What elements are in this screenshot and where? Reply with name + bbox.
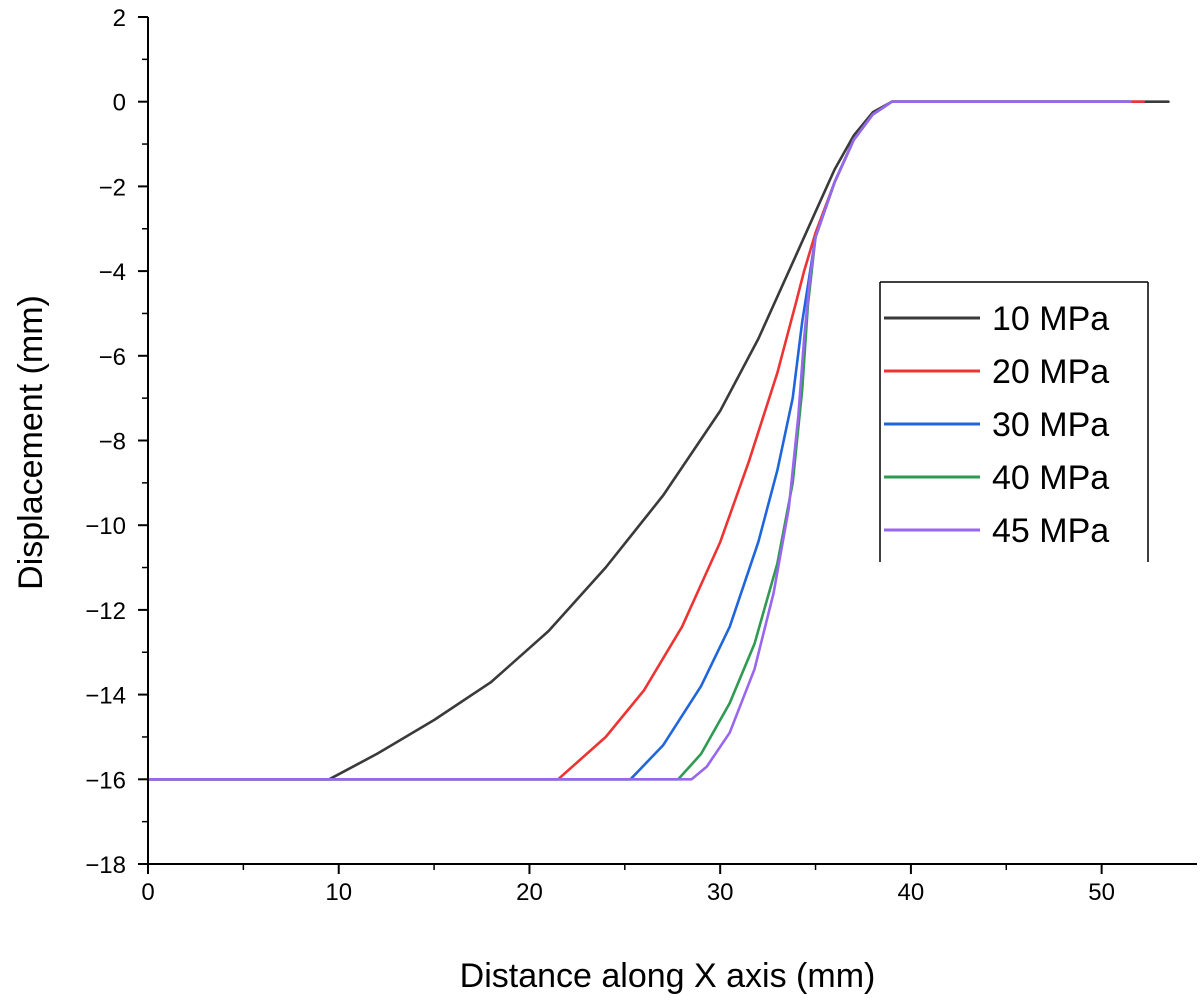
y-tick-label: −14 [85,683,126,710]
y-tick-label: −4 [99,259,126,286]
x-tick-label: 40 [898,879,925,906]
y-tick-label: −18 [85,852,126,879]
y-tick-label: 2 [113,5,126,32]
y-tick-label: 0 [113,90,126,117]
y-axis-title: Displacement (mm) [12,295,50,590]
y-tick-label: −2 [99,174,126,201]
y-tick-label: −8 [99,429,126,456]
legend: 10 MPa 20 MPa 30 MPa 40 MPa 45 MPa [879,281,1149,562]
legend-label-5: 45 MPa [992,512,1109,550]
x-tick-label: 30 [707,879,734,906]
x-tick-label: 20 [516,879,543,906]
series-layer [146,100,1170,781]
x-tick-label: 50 [1088,879,1115,906]
legend-label-3: 30 MPa [992,406,1109,444]
legend-label-1: 10 MPa [992,300,1109,338]
y-tick-label: −6 [99,344,126,371]
y-tick-label: −12 [85,598,126,625]
x-tick-label: 0 [141,879,154,906]
series-line-5 [146,100,1132,781]
y-tick-label: −16 [85,767,126,794]
y-tick-label: −10 [85,513,126,540]
legend-label-2: 20 MPa [992,353,1109,391]
x-tick-label: 10 [325,879,352,906]
x-axis-title: Distance along X axis (mm) [460,957,876,995]
legend-label-4: 40 MPa [992,459,1109,497]
